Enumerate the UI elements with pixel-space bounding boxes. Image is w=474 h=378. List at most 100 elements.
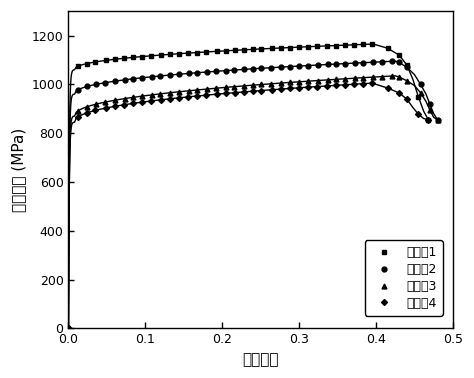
实施例3 xyxy=(333,77,338,82)
实施例2 xyxy=(167,73,173,77)
实施例1 xyxy=(139,54,145,59)
实施例4 xyxy=(259,88,264,93)
实施例3 xyxy=(241,84,246,88)
实施例2 xyxy=(288,64,293,69)
实施例2 xyxy=(112,79,118,84)
实施例3 xyxy=(84,104,90,109)
实施例2 xyxy=(241,67,246,72)
实施例4 xyxy=(185,94,191,99)
实施例2 xyxy=(259,66,264,71)
实施例2 xyxy=(418,82,423,87)
实施例2 xyxy=(186,71,192,76)
实施例2 xyxy=(92,82,98,87)
实施例3 xyxy=(231,84,237,89)
实施例2 xyxy=(130,77,136,81)
实施例1 xyxy=(194,50,200,55)
实施例3 xyxy=(396,75,402,79)
实施例2 xyxy=(315,63,321,67)
实施例1 xyxy=(269,46,275,51)
实施例4 xyxy=(342,82,348,87)
实施例4 xyxy=(250,89,255,93)
实施例4 xyxy=(75,115,81,119)
实施例1 xyxy=(259,46,264,51)
实施例1 xyxy=(148,54,154,58)
实施例2 xyxy=(84,84,90,88)
实施例2 xyxy=(370,60,375,65)
实施例3 xyxy=(288,80,293,85)
实施例3 xyxy=(360,75,366,80)
实施例4 xyxy=(223,91,228,96)
实施例3 xyxy=(352,76,358,81)
Line: 实施例4: 实施例4 xyxy=(66,81,430,330)
实施例4 xyxy=(167,96,173,101)
实施例3 xyxy=(149,93,155,97)
实施例1 xyxy=(369,42,375,46)
实施例2 xyxy=(333,62,338,66)
实施例4 xyxy=(369,81,375,85)
实施例2 xyxy=(75,88,81,92)
实施例4 xyxy=(121,102,127,107)
实施例2 xyxy=(305,63,311,68)
实施例2 xyxy=(149,74,155,79)
实施例2 xyxy=(404,65,410,70)
实施例3 xyxy=(278,81,283,85)
实施例3 xyxy=(259,82,264,87)
实施例1 xyxy=(426,118,431,122)
实施例2 xyxy=(380,59,385,64)
实施例3 xyxy=(223,85,229,90)
实施例1 xyxy=(223,48,228,53)
实施例1 xyxy=(232,48,237,53)
实施例1 xyxy=(176,51,182,56)
实施例3 xyxy=(194,88,200,92)
实施例1 xyxy=(396,53,402,57)
实施例1 xyxy=(65,326,71,331)
实施例3 xyxy=(315,78,321,83)
实施例2 xyxy=(352,61,358,65)
实施例1 xyxy=(158,53,164,57)
实施例2 xyxy=(396,60,402,65)
实施例2 xyxy=(268,65,274,70)
实施例3 xyxy=(75,109,81,113)
实施例3 xyxy=(268,82,274,86)
实施例2 xyxy=(102,81,108,85)
实施例4 xyxy=(241,90,246,94)
实施例4 xyxy=(396,91,402,95)
实施例1 xyxy=(342,43,348,47)
实施例2 xyxy=(176,72,182,76)
实施例4 xyxy=(112,104,118,108)
实施例3 xyxy=(404,78,410,83)
实施例3 xyxy=(112,98,118,102)
实施例3 xyxy=(342,76,348,81)
实施例3 xyxy=(102,100,108,104)
实施例2 xyxy=(325,62,330,67)
实施例3 xyxy=(92,102,98,107)
Line: 实施例2: 实施例2 xyxy=(66,59,440,331)
实施例3 xyxy=(427,108,433,112)
实施例2 xyxy=(427,102,433,106)
实施例4 xyxy=(84,111,90,115)
实施例2 xyxy=(251,67,256,71)
实施例1 xyxy=(287,45,293,50)
实施例2 xyxy=(65,326,71,331)
实施例2 xyxy=(204,70,210,74)
实施例3 xyxy=(380,74,385,79)
实施例4 xyxy=(385,86,391,90)
实施例4 xyxy=(324,84,330,88)
实施例3 xyxy=(167,90,173,95)
实施例2 xyxy=(435,118,440,122)
实施例4 xyxy=(92,108,98,113)
实施例1 xyxy=(351,42,357,47)
实施例1 xyxy=(250,47,255,52)
实施例2 xyxy=(231,68,237,72)
实施例1 xyxy=(385,46,391,51)
实施例3 xyxy=(186,88,192,93)
实施例3 xyxy=(325,77,330,82)
实施例2 xyxy=(122,77,128,82)
Legend: 实施例1, 实施例2, 实施例3, 实施例4: 实施例1, 实施例2, 实施例3, 实施例4 xyxy=(365,240,443,316)
实施例3 xyxy=(435,118,440,122)
实施例4 xyxy=(360,81,366,86)
实施例4 xyxy=(65,326,71,331)
实施例1 xyxy=(278,46,284,50)
实施例4 xyxy=(351,82,357,87)
实施例1 xyxy=(214,49,219,54)
